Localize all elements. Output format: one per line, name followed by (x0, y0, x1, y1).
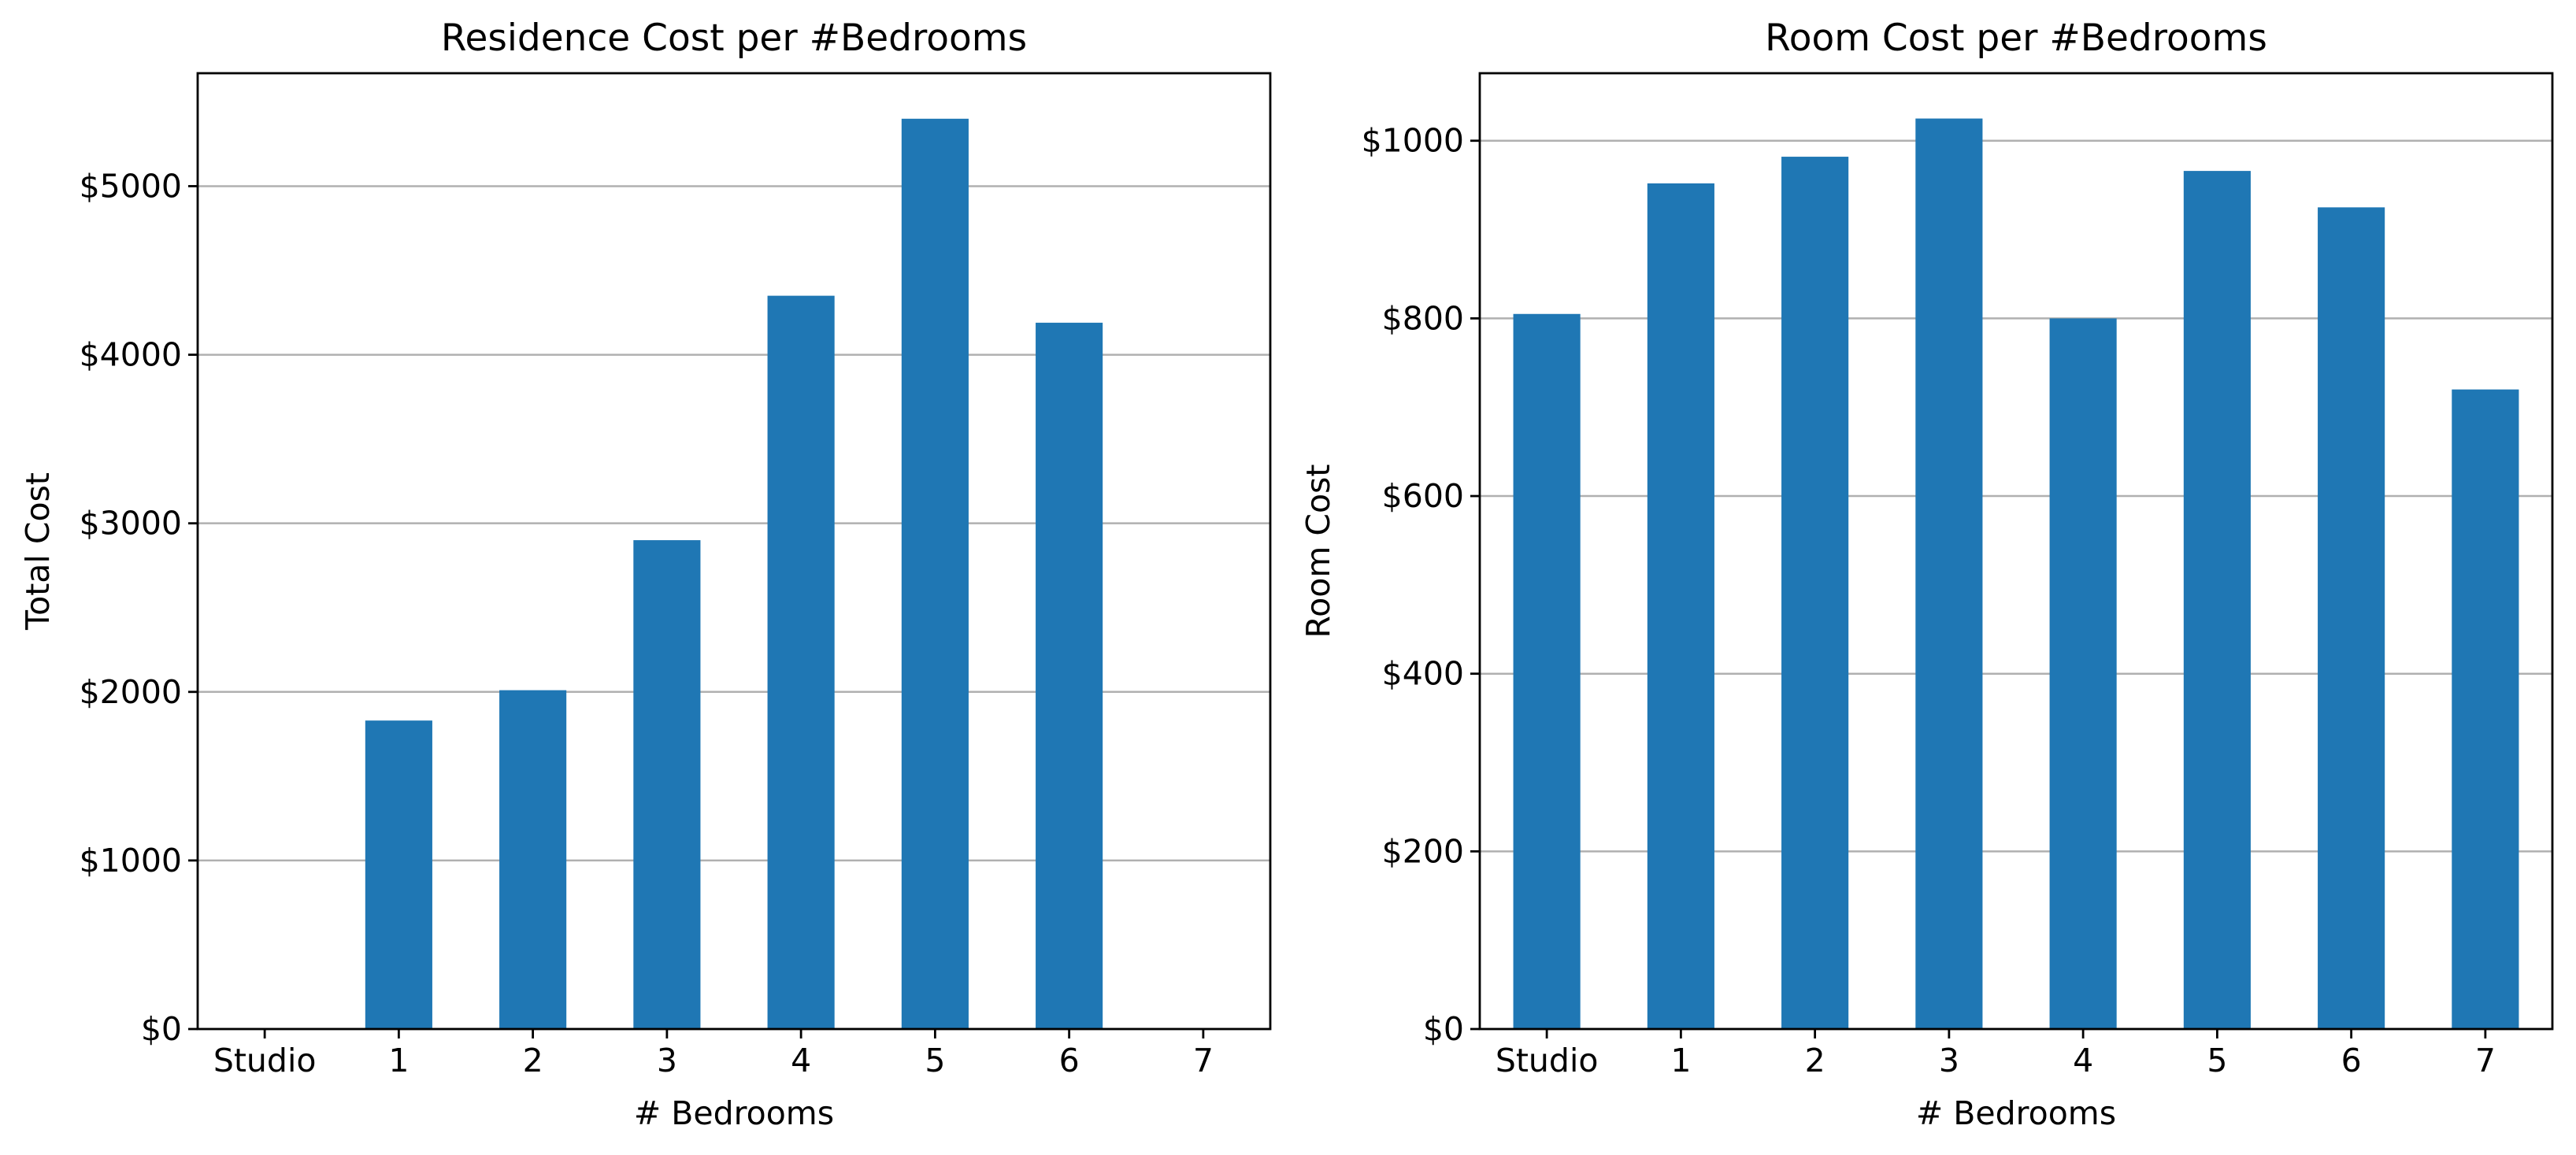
right-chart-bar (2049, 318, 2117, 1029)
right-chart-y-ticks: $0 $200 $400 $600 $800 $1000 (1362, 122, 1480, 1048)
right-chart-grid (1480, 139, 2552, 1031)
right-chart-x-tick-label: Studio (1496, 1042, 1599, 1079)
left-chart-bars (365, 118, 1103, 1029)
left-chart-x-tick-label: 6 (1059, 1042, 1080, 1079)
right-chart-x-tick-label: 3 (1939, 1042, 1959, 1079)
right-chart-y-axis-label: Room Cost (1299, 465, 1337, 639)
right-chart-title: Room Cost per #Bedrooms (1765, 17, 2267, 60)
right-chart-x-tick-label: 5 (2207, 1042, 2227, 1079)
left-chart-x-tick-label: 2 (523, 1042, 543, 1079)
right-chart-bar (2452, 389, 2519, 1030)
left-chart-x-tick-label: 1 (388, 1042, 409, 1079)
left-chart-x-tick-label: 3 (657, 1042, 677, 1079)
right-chart-x-tick-label: 4 (2073, 1042, 2093, 1079)
left-chart-x-tick-label: Studio (213, 1042, 317, 1079)
right-chart-bar (2318, 207, 2385, 1029)
left-chart-grid (198, 185, 1270, 1031)
right-chart-y-tick-label: $400 (1382, 655, 1464, 693)
right-chart-y-tick-label: $1000 (1362, 122, 1464, 160)
left-chart-y-tick-label: $0 (141, 1010, 182, 1048)
left-chart-x-tick-label: 5 (925, 1042, 945, 1079)
left-chart-plot-frame (196, 72, 1272, 1031)
left-chart-x-axis-label: # Bedrooms (634, 1094, 834, 1132)
left-chart-x-tick-label: 4 (791, 1042, 811, 1079)
right-chart-x-tick-label: 1 (1670, 1042, 1691, 1079)
right-chart-x-tick-label: 7 (2475, 1042, 2496, 1079)
right-chart-bar (1513, 313, 1581, 1030)
left-chart-x-tick-label: 7 (1193, 1042, 1214, 1079)
left-chart-bar (1036, 322, 1103, 1029)
right-chart-bar (1915, 118, 1983, 1029)
right-chart-bar (1647, 183, 1714, 1030)
right-chart: Studio 1 2 3 4 5 6 7 $0 $200 $400 $600 $800 $1000 Ro… (1299, 17, 2554, 1132)
right-chart-bar (1781, 157, 1849, 1029)
left-chart-y-axis-label: Total Cost (19, 472, 57, 631)
left-chart-x-ticks: Studio 1 2 3 4 5 6 7 (213, 1029, 1214, 1079)
left-chart-y-tick-label: $5000 (80, 167, 182, 205)
right-chart-bar (2183, 171, 2251, 1030)
right-chart-x-ticks: Studio 1 2 3 4 5 6 7 (1496, 1029, 2496, 1079)
left-chart-bar (767, 295, 835, 1029)
right-chart-x-axis-label: # Bedrooms (1916, 1094, 2116, 1132)
left-chart-bar (901, 118, 969, 1029)
left-chart: Studio 1 2 3 4 5 6 7 $0 $1000 $2000 $3000 $4000 $500… (19, 17, 1272, 1132)
left-chart-bar (633, 540, 701, 1029)
left-chart-y-tick-label: $4000 (80, 336, 182, 374)
right-chart-y-tick-label: $0 (1423, 1010, 1464, 1048)
left-chart-y-tick-label: $3000 (80, 505, 182, 542)
left-chart-y-ticks: $0 $1000 $2000 $3000 $4000 $5000 (80, 167, 198, 1048)
right-chart-y-tick-label: $800 (1382, 299, 1464, 337)
left-chart-title: Residence Cost per #Bedrooms (441, 17, 1027, 60)
left-chart-y-tick-label: $1000 (80, 842, 182, 879)
right-chart-y-tick-label: $200 (1382, 832, 1464, 870)
right-chart-bars (1513, 118, 2519, 1030)
left-chart-bar (365, 720, 432, 1029)
right-chart-x-tick-label: 6 (2341, 1042, 2362, 1079)
right-chart-y-tick-label: $600 (1382, 477, 1464, 515)
left-chart-y-tick-label: $2000 (80, 673, 182, 711)
right-chart-x-tick-label: 2 (1805, 1042, 1825, 1079)
right-chart-plot-frame (1478, 72, 2554, 1031)
left-chart-bar (499, 690, 567, 1029)
